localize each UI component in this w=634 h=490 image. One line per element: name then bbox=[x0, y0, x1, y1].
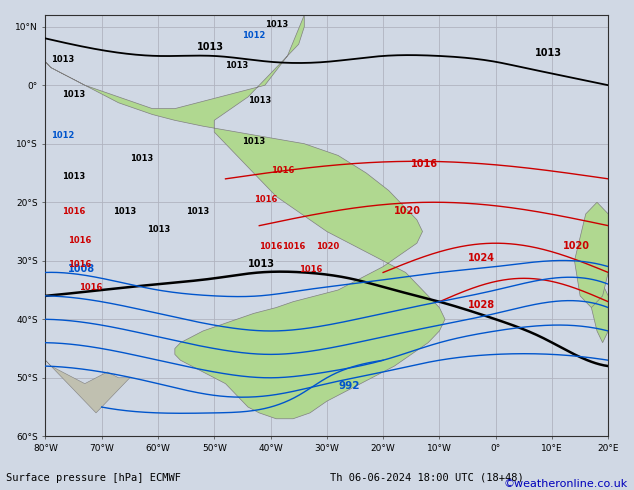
Text: 1016: 1016 bbox=[254, 195, 277, 204]
Text: 1013: 1013 bbox=[242, 137, 266, 146]
Text: 1020: 1020 bbox=[563, 241, 590, 251]
Text: 1016: 1016 bbox=[299, 266, 322, 274]
Text: 1016: 1016 bbox=[411, 159, 438, 169]
Text: 1013: 1013 bbox=[62, 90, 86, 99]
Text: 1013: 1013 bbox=[146, 224, 170, 234]
Text: 1016: 1016 bbox=[281, 242, 305, 251]
Text: 1013: 1013 bbox=[535, 48, 562, 58]
Text: 1016: 1016 bbox=[68, 236, 91, 245]
Text: 1016: 1016 bbox=[68, 260, 91, 269]
Text: 1020: 1020 bbox=[316, 242, 339, 251]
Text: 1028: 1028 bbox=[467, 299, 495, 310]
Text: 1013: 1013 bbox=[248, 96, 271, 105]
Text: 1016: 1016 bbox=[259, 242, 283, 251]
Text: 1012: 1012 bbox=[242, 31, 266, 40]
Text: 1013: 1013 bbox=[226, 61, 249, 70]
Text: 1016: 1016 bbox=[271, 166, 294, 175]
Polygon shape bbox=[574, 202, 608, 308]
Polygon shape bbox=[592, 278, 608, 343]
Text: ©weatheronline.co.uk: ©weatheronline.co.uk bbox=[503, 479, 628, 489]
Text: 1020: 1020 bbox=[394, 206, 422, 216]
Text: 1008: 1008 bbox=[68, 265, 95, 274]
Text: 1013: 1013 bbox=[113, 207, 136, 216]
Text: 1013: 1013 bbox=[130, 154, 153, 163]
Text: 1012: 1012 bbox=[51, 131, 74, 140]
Text: 1016: 1016 bbox=[79, 283, 103, 292]
Text: Th 06-06-2024 18:00 UTC (18+48): Th 06-06-2024 18:00 UTC (18+48) bbox=[330, 473, 524, 483]
Polygon shape bbox=[46, 360, 130, 413]
Text: 1013: 1013 bbox=[265, 20, 288, 29]
Text: 992: 992 bbox=[338, 382, 359, 392]
Text: 1016: 1016 bbox=[62, 207, 86, 216]
Text: 1013: 1013 bbox=[186, 207, 209, 216]
Text: Surface pressure [hPa] ECMWF: Surface pressure [hPa] ECMWF bbox=[6, 473, 181, 483]
Text: 1024: 1024 bbox=[467, 253, 495, 263]
Text: 1013: 1013 bbox=[197, 42, 224, 52]
Text: 1013: 1013 bbox=[248, 259, 275, 269]
Polygon shape bbox=[46, 15, 445, 419]
Text: 1013: 1013 bbox=[62, 172, 86, 181]
Text: 1013: 1013 bbox=[51, 55, 74, 64]
